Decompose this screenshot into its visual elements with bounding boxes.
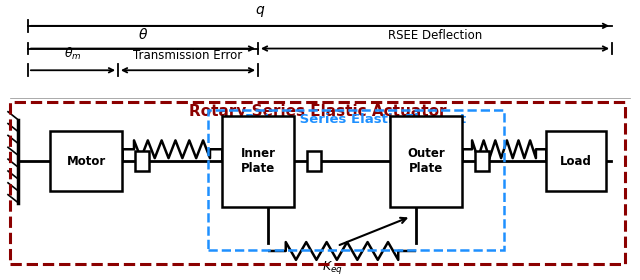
Text: Rotary Series Elastic Actuator: Rotary Series Elastic Actuator bbox=[189, 104, 446, 119]
Text: Load: Load bbox=[560, 155, 592, 168]
Bar bbox=[10, 102, 625, 264]
Bar bbox=[546, 132, 606, 191]
Text: Rotary Series Elastic Element: Rotary Series Elastic Element bbox=[245, 113, 467, 126]
Text: $K_{eq}$: $K_{eq}$ bbox=[322, 259, 342, 276]
Text: Inner
Plate: Inner Plate bbox=[241, 147, 275, 175]
Bar bbox=[222, 116, 294, 207]
Bar bbox=[208, 110, 504, 250]
Text: Outer
Plate: Outer Plate bbox=[407, 147, 445, 175]
Bar bbox=[307, 151, 321, 171]
Text: $\theta_m$: $\theta_m$ bbox=[64, 46, 82, 62]
Bar bbox=[390, 116, 462, 207]
Text: Transmission Error: Transmission Error bbox=[133, 49, 243, 62]
Bar bbox=[50, 132, 122, 191]
Text: Motor: Motor bbox=[67, 155, 106, 168]
Bar bbox=[135, 151, 149, 171]
Text: $q$: $q$ bbox=[255, 4, 265, 19]
Text: $\theta$: $\theta$ bbox=[138, 27, 148, 42]
Text: RSEE Deflection: RSEE Deflection bbox=[388, 29, 482, 42]
Bar bbox=[475, 151, 489, 171]
